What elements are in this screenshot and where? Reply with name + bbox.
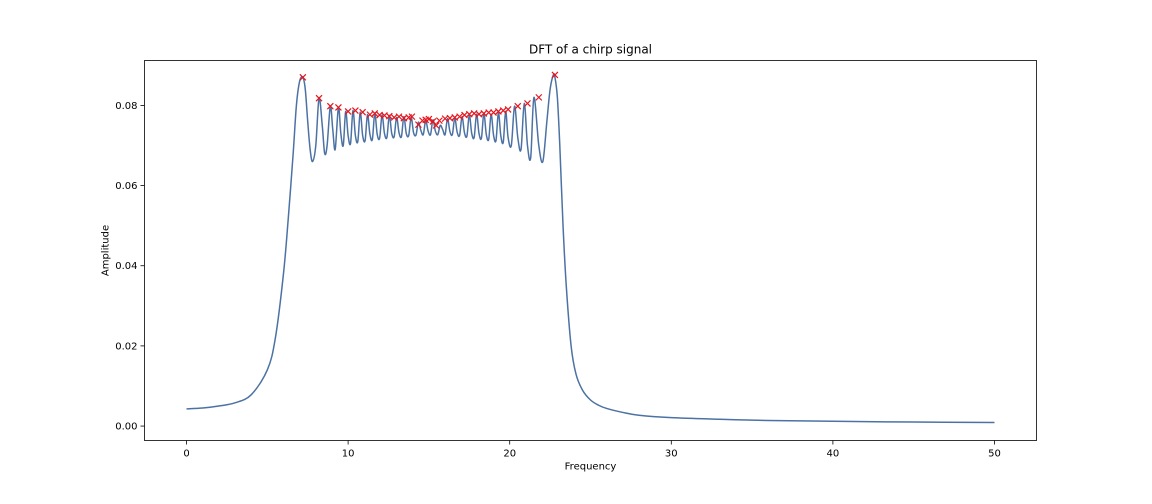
peak-marker [432, 122, 440, 129]
chart-title: DFT of a chirp signal [529, 43, 652, 57]
x-tick-label: 20 [503, 449, 516, 460]
peak-marker [299, 73, 307, 81]
peak-marker [315, 94, 323, 102]
y-tick-label: 0.04 [115, 261, 137, 272]
dft-amplitude-line [186, 73, 995, 424]
y-axis: 0.00 0.02 0.04 0.06 0.08 [115, 101, 145, 433]
series-layer [186, 73, 995, 424]
peak-marker [334, 103, 342, 111]
peak-marker [351, 107, 359, 115]
peak-marker [499, 107, 507, 115]
x-tick-label: 30 [665, 449, 678, 460]
peak-marker [344, 107, 352, 115]
peak-marker [535, 93, 543, 101]
x-tick-label: 40 [827, 449, 840, 460]
peak-marker [425, 115, 433, 123]
x-tick-label: 0 [183, 449, 189, 460]
y-tick-label: 0.06 [115, 181, 137, 192]
peak-marker [408, 113, 416, 121]
x-axis: 0 10 20 30 40 50 [183, 440, 1001, 460]
y-tick-label: 0.00 [115, 422, 137, 433]
peak-marker [490, 109, 497, 117]
y-axis-label: Amplitude [101, 225, 112, 276]
peak-markers [299, 71, 559, 129]
peak-marker [514, 102, 522, 110]
y-tick-label: 0.02 [115, 341, 137, 352]
peak-marker [551, 71, 559, 79]
peak-marker [524, 99, 531, 107]
x-tick-label: 50 [988, 449, 1001, 460]
peak-marker [456, 113, 464, 121]
plot-area [144, 60, 1037, 441]
peak-marker [371, 109, 379, 117]
peak-marker [385, 112, 393, 120]
peak-marker [359, 108, 367, 116]
x-tick-label: 10 [342, 449, 355, 460]
peak-marker [435, 117, 443, 125]
peak-marker [504, 105, 512, 113]
y-tick-label: 0.08 [115, 101, 137, 112]
peak-marker [395, 113, 403, 121]
peak-marker [326, 102, 334, 110]
x-axis-label: Frequency [565, 462, 617, 473]
peak-marker [366, 111, 374, 119]
